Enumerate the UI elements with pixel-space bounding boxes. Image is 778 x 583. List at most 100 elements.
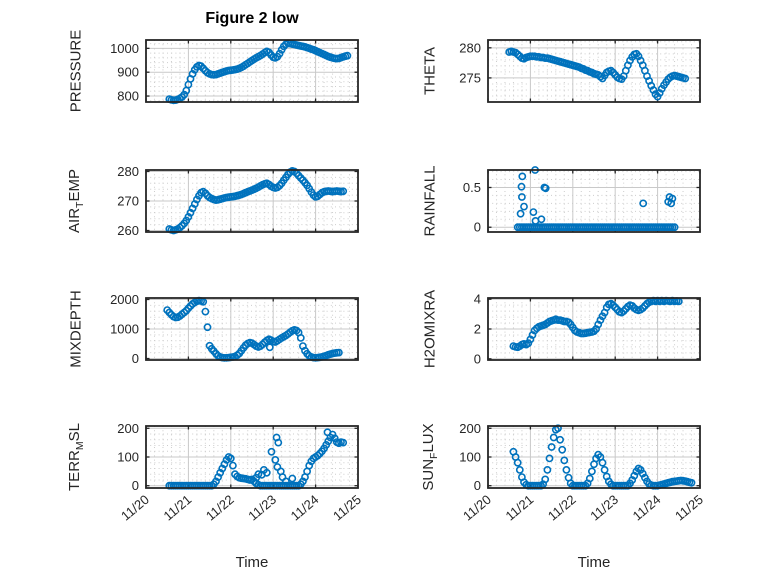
y-tick-label: 200 bbox=[459, 421, 481, 436]
data-point bbox=[529, 208, 538, 216]
x-tick-label: 11/23 bbox=[245, 492, 279, 524]
data-point bbox=[587, 467, 596, 476]
y-tick-labels: 0 100 200 bbox=[459, 421, 481, 493]
data-point bbox=[543, 466, 552, 474]
y-tick-labels: 260 270 280 bbox=[117, 164, 139, 238]
data-point bbox=[516, 209, 525, 218]
major-grid bbox=[146, 40, 358, 102]
y-tick-label: 2000 bbox=[110, 292, 139, 307]
y-tick-label: 200 bbox=[117, 421, 139, 436]
y-tick-label: 100 bbox=[117, 450, 139, 465]
data-markers bbox=[509, 296, 683, 352]
data-point bbox=[184, 213, 193, 221]
data-point bbox=[330, 434, 339, 443]
data-point bbox=[275, 49, 284, 58]
y-tick-label: 0 bbox=[474, 478, 481, 493]
subplot-terr-msl: TERRMSL 0 100 200 11/20 11/21 11/22 11/23 11/24… bbox=[60, 418, 366, 543]
data-point bbox=[598, 458, 607, 467]
plot-frame bbox=[487, 425, 701, 489]
data-markers bbox=[163, 296, 343, 362]
plot-frame bbox=[487, 169, 701, 233]
data-point bbox=[518, 172, 527, 181]
y-tick-label: 1000 bbox=[110, 322, 139, 337]
data-point bbox=[281, 477, 290, 486]
data-point bbox=[600, 466, 609, 474]
x-tick-label: 11/23 bbox=[587, 492, 621, 524]
y-tick-label: 260 bbox=[117, 223, 139, 238]
data-point bbox=[649, 86, 658, 94]
data-point bbox=[667, 199, 676, 208]
data-point bbox=[517, 182, 526, 191]
x-tick-label: 11/24 bbox=[288, 492, 322, 524]
y-tick-label: 280 bbox=[459, 40, 481, 55]
data-point bbox=[334, 348, 343, 357]
data-point bbox=[558, 445, 567, 454]
data-markers bbox=[505, 47, 690, 101]
data-point bbox=[585, 474, 594, 483]
y-tick-label: 0.5 bbox=[463, 180, 481, 195]
plot-canvas-mixdepth: 0 1000 2000 bbox=[110, 292, 359, 366]
data-point bbox=[271, 456, 280, 464]
data-markers bbox=[165, 39, 352, 105]
plot-frame bbox=[145, 425, 359, 489]
data-point bbox=[248, 475, 256, 484]
data-point bbox=[343, 51, 352, 60]
data-point bbox=[541, 184, 550, 193]
data-markers bbox=[509, 424, 696, 490]
y-tick-labels: 800 900 1000 bbox=[110, 41, 139, 104]
data-point bbox=[274, 438, 283, 447]
data-point bbox=[634, 52, 643, 61]
x-axis-label: Time bbox=[577, 554, 611, 571]
x-tick-label: 11/21 bbox=[160, 492, 194, 524]
data-point bbox=[549, 433, 558, 442]
plot-canvas-terr-msl: 0 100 200 11/20 11/21 11/22 11/23 11/24 11/25 bbox=[117, 421, 364, 524]
plot-canvas-air-temp: 260 270 280 bbox=[117, 164, 359, 238]
subplot-sun-flux: SUNFLUX 0 100 200 11/20 11/21 11/22 11/23 11/24… bbox=[402, 418, 708, 543]
data-point bbox=[513, 458, 522, 467]
plot-frame bbox=[145, 39, 359, 103]
data-point bbox=[638, 469, 647, 478]
plot-frame bbox=[145, 169, 359, 233]
data-point bbox=[323, 428, 332, 437]
x-tick-label: 11/20 bbox=[118, 492, 152, 524]
data-point bbox=[520, 202, 528, 211]
y-tick-label: 1000 bbox=[110, 41, 139, 56]
plot-canvas-theta: 275 280 bbox=[459, 39, 701, 103]
data-point bbox=[288, 474, 297, 483]
y-tick-label: 800 bbox=[117, 89, 139, 104]
data-point bbox=[313, 451, 322, 460]
x-tick-label: 11/25 bbox=[330, 492, 364, 524]
data-point bbox=[655, 89, 664, 97]
data-point bbox=[180, 90, 189, 99]
subplot-pressure: PRESSURE 800 900 1000 bbox=[60, 30, 366, 112]
x-tick-label: 11/22 bbox=[203, 492, 237, 524]
data-point bbox=[670, 223, 679, 232]
data-markers bbox=[513, 166, 679, 232]
data-point bbox=[560, 456, 569, 465]
data-point bbox=[687, 478, 696, 487]
x-tick-label: 11/25 bbox=[672, 492, 706, 524]
data-point bbox=[518, 193, 526, 201]
data-point bbox=[258, 340, 267, 349]
y-tick-label: 4 bbox=[474, 292, 481, 307]
data-point bbox=[203, 323, 212, 332]
y-tick-label: 0 bbox=[132, 351, 139, 366]
data-point bbox=[681, 74, 690, 83]
data-point bbox=[339, 438, 348, 447]
y-tick-label: 0 bbox=[474, 351, 481, 366]
subplot-theta: THETA 275 280 bbox=[402, 32, 708, 110]
x-tick-label: 11/24 bbox=[630, 492, 664, 524]
subplot-rainfall: RAINFALL 0 0.5 bbox=[402, 162, 708, 240]
y-tick-label: 0 bbox=[132, 478, 139, 493]
data-point bbox=[192, 195, 201, 204]
plot-canvas-h2omixra: 0 2 4 bbox=[474, 292, 701, 366]
data-point bbox=[541, 475, 550, 484]
data-point bbox=[524, 339, 533, 348]
data-point bbox=[537, 215, 546, 224]
data-point bbox=[556, 435, 564, 444]
plot-canvas-rainfall: 00.5 bbox=[463, 166, 701, 235]
subplot-air-temp: AIRTEMP 260 270 280 bbox=[60, 162, 366, 240]
data-point bbox=[201, 307, 210, 316]
